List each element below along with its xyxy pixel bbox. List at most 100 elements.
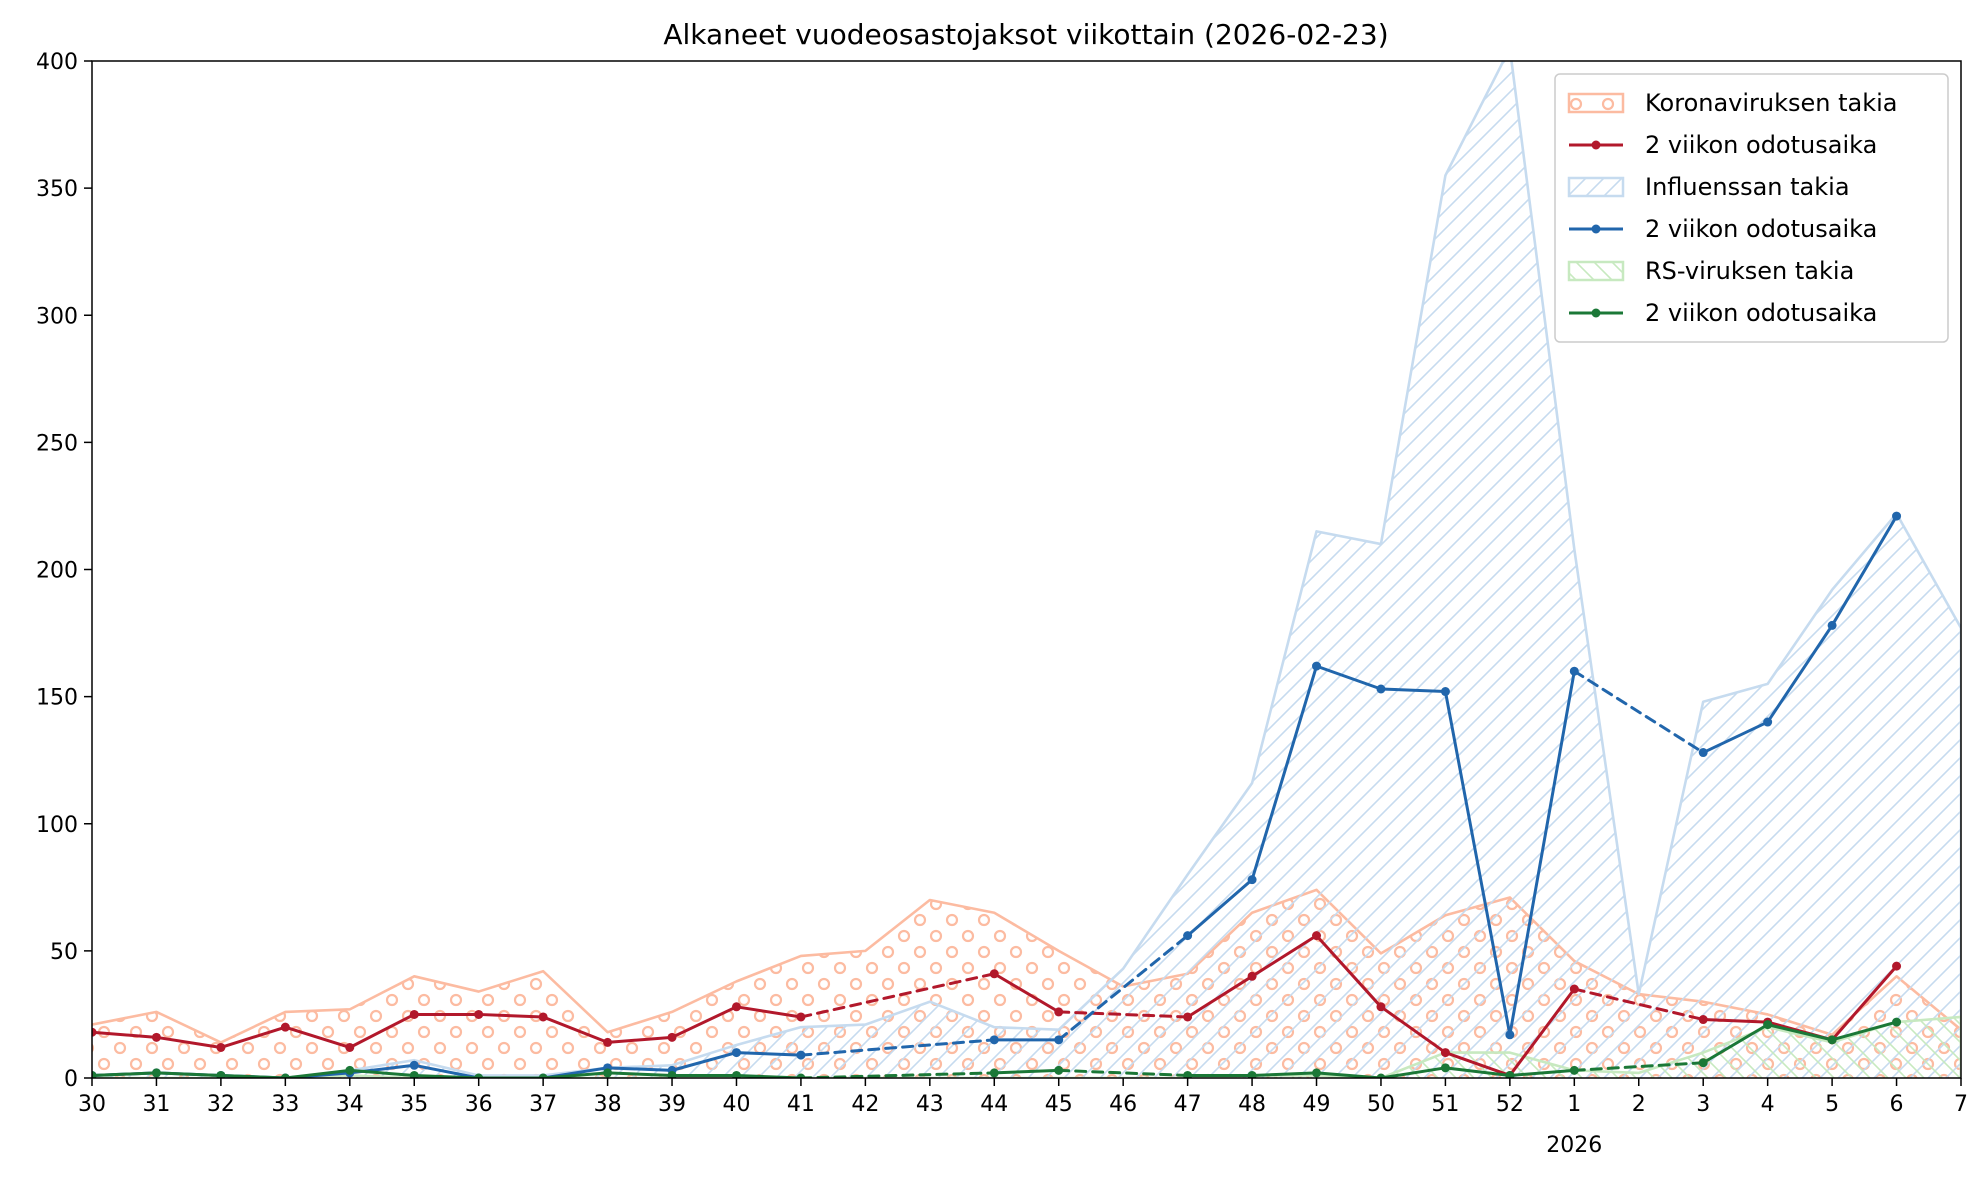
line-point [280, 1022, 290, 1032]
x-tick-label: 39 [658, 1092, 686, 1117]
legend-label: Influenssan takia [1645, 173, 1850, 201]
line-point [474, 1009, 484, 1019]
line-layer [92, 511, 1902, 1078]
line-segment [1830, 964, 1899, 1042]
line-segment [1701, 1023, 1770, 1065]
x-tick-label: 41 [787, 1092, 815, 1117]
line-segment-dashed [1572, 987, 1705, 1022]
line-point [796, 1012, 806, 1022]
line-point [151, 1032, 161, 1042]
line-point [409, 1060, 419, 1070]
line-point [1183, 1012, 1193, 1022]
x-tick-label: 36 [465, 1092, 493, 1117]
legend-swatch-marker [1591, 224, 1601, 234]
line-segment [348, 1012, 416, 1049]
line-segment [1379, 687, 1447, 694]
line-segment [1701, 1018, 1770, 1024]
x-tick-label: 7 [1954, 1092, 1968, 1117]
y-axis: 0 50 100 150 200 250 300 350 400 [36, 50, 92, 1092]
line-point [1376, 1073, 1386, 1078]
x-tick-label: 49 [1303, 1092, 1331, 1117]
line-segment [283, 1068, 352, 1078]
line-segment [1508, 987, 1576, 1077]
y-tick-label: 300 [36, 304, 78, 329]
line-segment [1830, 514, 1899, 627]
line-point [280, 1073, 290, 1078]
line-segment-dashed [1572, 1061, 1705, 1072]
line-segment [1830, 1020, 1899, 1042]
line-segment [734, 1051, 803, 1057]
line-point [989, 1035, 999, 1045]
x-tick-label: 35 [400, 1092, 428, 1117]
line-segment [154, 1035, 223, 1049]
x-tick-label: 3 [1696, 1092, 1710, 1117]
line-segment [1186, 878, 1254, 938]
line-segment [219, 1025, 287, 1049]
y-tick-label: 100 [36, 813, 78, 838]
line-point [1054, 1035, 1064, 1045]
line-point [1183, 931, 1193, 941]
line-segment-dashed [799, 1038, 996, 1057]
line-segment-dashed [1572, 669, 1705, 755]
line-segment [1766, 623, 1834, 724]
legend-label: 2 viikon odotusaika [1645, 131, 1877, 159]
line-point [1247, 1070, 1257, 1078]
line-point [667, 1032, 677, 1042]
line-segment-dashed [799, 972, 996, 1019]
area-fill-backdiagonal [92, 1016, 1961, 1078]
line-point [409, 1009, 419, 1019]
line-segment [1315, 664, 1383, 691]
y-tick-label: 350 [36, 177, 78, 202]
line-point [345, 1042, 355, 1052]
line-segment [92, 1030, 158, 1039]
line-point [1376, 684, 1386, 694]
area-outline-backdiagonal [92, 1015, 1961, 1078]
legend: Koronaviruksen takia 2 viikon odotusaika I… [1554, 73, 1949, 343]
line-point [989, 1068, 999, 1078]
line-point [1440, 1063, 1450, 1073]
x-axis: 30 31 32 33 34 35 36 37 38 39 40 41 42 43 44 45 46 47 48 49… [78, 1078, 1968, 1117]
y-tick-label: 50 [50, 940, 78, 965]
line-segment [541, 1071, 610, 1078]
line-segment [348, 1068, 416, 1077]
line-point [1247, 875, 1257, 885]
line-segment [1701, 720, 1770, 755]
line-segment [1443, 1066, 1512, 1077]
line-segment [1315, 934, 1383, 1009]
line-point [1569, 666, 1579, 676]
line-segment-dashed [799, 1071, 996, 1078]
line-point [1569, 984, 1579, 994]
line-segment [1508, 1068, 1576, 1077]
line-point [603, 1037, 613, 1047]
line-point [796, 1073, 806, 1078]
line-point [216, 1070, 226, 1078]
line-point [216, 1042, 226, 1052]
line-point [1312, 661, 1322, 671]
chart-title: Alkaneet vuodeosastojaksot viikottain (2… [663, 18, 1388, 51]
line-point [409, 1070, 419, 1078]
line-point [1440, 1048, 1450, 1058]
line-segment [1315, 1071, 1383, 1078]
line-point [1054, 1007, 1064, 1017]
x-tick-label: 44 [980, 1092, 1008, 1117]
x-tick-label: 33 [271, 1092, 299, 1117]
line-point [345, 1065, 355, 1075]
x-tick-label: 34 [336, 1092, 364, 1117]
line-point [1505, 1070, 1515, 1078]
line-point [1569, 1065, 1579, 1075]
line-point [1054, 1065, 1064, 1075]
line-segment [154, 1071, 223, 1077]
line-segment [1508, 669, 1576, 1037]
line-point [1892, 1017, 1902, 1027]
x-tick-label: 45 [1045, 1092, 1073, 1117]
y-tick-label: 150 [36, 686, 78, 711]
x-tick-label: 5 [1825, 1092, 1839, 1117]
legend-label: 2 viikon odotusaika [1645, 299, 1877, 327]
line-point [796, 1050, 806, 1060]
line-point [92, 1027, 97, 1037]
line-point [92, 1070, 97, 1078]
legend-swatch-diagonal [1567, 176, 1625, 198]
x-tick-label: 4 [1761, 1092, 1775, 1117]
line-point [603, 1068, 613, 1078]
